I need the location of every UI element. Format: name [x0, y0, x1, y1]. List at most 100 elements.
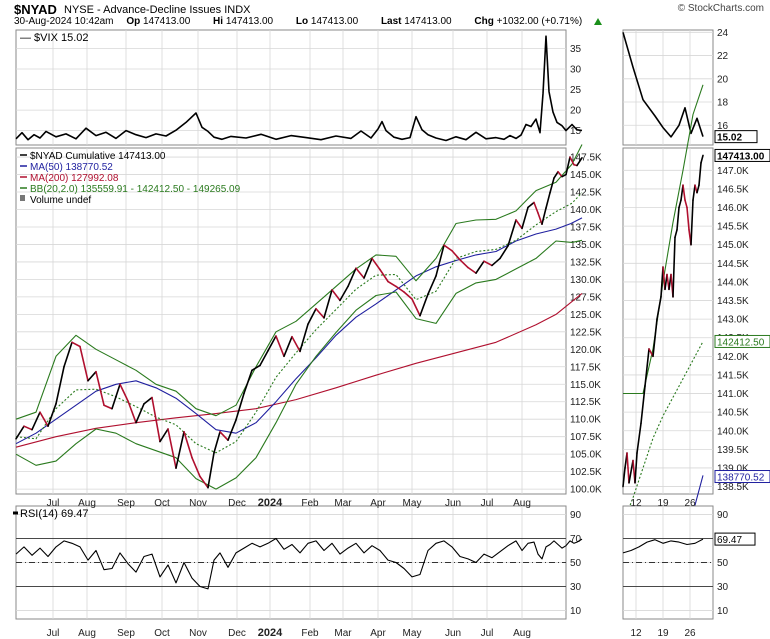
change-value: +1032.00 (+0.71%)	[496, 16, 583, 27]
price-segment	[159, 428, 169, 443]
high-label: Hi	[213, 16, 224, 27]
rsi-axis-month-label: Jul	[47, 628, 60, 639]
price-panel-tick-label: 145.0K	[570, 170, 602, 181]
price-last-label-box	[714, 148, 770, 162]
price-legend-item: BB(20,2.0) 135559.91 - 142412.50 - 14926…	[30, 184, 241, 195]
rsi-axis-month-label: Aug	[78, 628, 96, 639]
price-bb-lower-line	[15, 239, 583, 490]
rsi-axis-month-label: Apr	[370, 628, 386, 639]
vix-panel-tick-label: 15	[570, 126, 582, 137]
price-segment	[521, 206, 529, 230]
zoom-price-segment	[634, 452, 638, 484]
price-segment	[47, 403, 57, 427]
symbol-description: NYSE - Advance-Decline Issues INDX	[64, 4, 250, 16]
price-panel-zoom-tick-label: 141.5K	[717, 370, 749, 381]
price-panel-zoom-tick-label: 139.0K	[717, 463, 749, 474]
price-panel-tick-label: 137.5K	[570, 222, 602, 233]
price-segment	[299, 323, 309, 353]
rsi-zoom-line	[622, 538, 704, 554]
price-segment	[363, 257, 373, 279]
price-segment	[251, 364, 261, 372]
vix-last-box	[714, 130, 758, 144]
price-panel-frame	[15, 147, 567, 495]
rsi-axis-month-label: May	[403, 628, 422, 639]
price-segment	[71, 341, 81, 348]
price-segment	[207, 451, 215, 489]
quote-low: Lo 147413.00	[296, 16, 368, 27]
description-text: NYSE - Advance-Decline Issues	[64, 4, 222, 16]
price-last-label: 147413.00	[717, 151, 765, 162]
vix-panel-zoom-frame	[622, 29, 714, 146]
price-legend-item: MA(200) 127992.08	[30, 173, 119, 184]
price-panel-zoom-tick-label: 141.0K	[717, 389, 749, 400]
price-panel-tick-label: 127.5K	[570, 292, 602, 303]
price-segment	[291, 335, 301, 353]
low-value: 147413.00	[310, 16, 359, 27]
price-panel-zoom-tick-label: 144.5K	[717, 259, 749, 270]
price-segment	[103, 404, 113, 410]
price-panel-zoom-tick-label: 146.5K	[717, 184, 749, 195]
rsi-axis-month-label: Sep	[117, 628, 135, 639]
price-axis-month-label: Apr	[370, 498, 386, 509]
symbol-label: $NYAD	[14, 2, 57, 17]
rsi-axis-month-label: Nov	[189, 628, 207, 639]
price-panel-tick-label: 117.5K	[570, 362, 601, 373]
rsi-panel-zoom-tick-label: 10	[717, 606, 729, 617]
volume-legend-swatch	[20, 195, 25, 201]
rsi-legend: RSI(14) 69.47	[20, 508, 88, 520]
price-segment	[395, 285, 405, 293]
price-segment	[411, 298, 421, 317]
price-bb-middle-line	[15, 192, 583, 454]
rsi-panel-zoom-tick-label: 50	[717, 558, 729, 569]
price-segment	[339, 285, 349, 302]
price-segment	[443, 244, 453, 252]
price-panel-zoom-tick-label: 140.5K	[717, 408, 749, 419]
rsi-axis-month-label: Jun	[445, 628, 461, 639]
price-axis-month-label: Aug	[513, 498, 531, 509]
rsi-axis-month-label: Mar	[334, 628, 352, 639]
open-value: 147413.00	[142, 16, 191, 27]
zoom-price-segment	[622, 467, 626, 488]
zoom-price-segment	[636, 422, 642, 454]
price-axis-zoom-day-label: 12	[630, 498, 642, 509]
price-panel-zoom-tick-label: 143.5K	[717, 296, 749, 307]
price-segment	[213, 430, 221, 454]
price-legend-item: Volume undef	[30, 195, 91, 206]
price-panel-zoom-tick-label: 147.0K	[717, 166, 749, 177]
ma50-label: 138770.52	[717, 473, 765, 484]
vix-panel-zoom-tick-label: 22	[717, 51, 729, 62]
price-ma-200--line	[15, 292, 583, 448]
price-segment	[259, 349, 269, 367]
price-segment	[507, 219, 517, 247]
price-panel-zoom-frame	[622, 147, 714, 495]
price-legend-item: MA(50) 138770.52	[30, 162, 113, 173]
price-segment	[565, 156, 571, 176]
rsi-panel-tick-label: 10	[570, 606, 582, 617]
zoom-price-segment	[676, 206, 680, 231]
price-segment	[569, 156, 575, 166]
price-segment	[23, 425, 33, 431]
price-segment	[557, 170, 563, 178]
zoom-price-segment	[678, 199, 682, 209]
rsi-axis-month-label: Feb	[301, 628, 319, 639]
price-segment	[87, 370, 97, 382]
price-segment	[541, 207, 547, 225]
price-segment	[451, 249, 461, 261]
price-axis-month-label: 2024	[258, 497, 283, 509]
zoom-price-segment	[656, 296, 662, 320]
vix-panel-tick-label: 25	[570, 85, 582, 96]
price-segment	[435, 244, 445, 277]
chart-header: $NYAD NYSE - Advance-Decline Issues INDX…	[0, 0, 770, 30]
vix-legend: — $VIX 15.02	[20, 32, 89, 44]
price-segment	[227, 419, 237, 441]
price-segment	[275, 335, 285, 358]
price-panel-tick-label: 125.0K	[570, 310, 602, 321]
brand-link[interactable]: © StockCharts.com	[677, 3, 764, 14]
zoom-price-segment	[696, 184, 700, 194]
price-panel-tick-label: 105.0K	[570, 450, 602, 461]
high-value: 147413.00	[225, 16, 274, 27]
quote-last: Last 147413.00	[381, 16, 462, 27]
price-axis-month-label: Jul	[481, 498, 494, 509]
price-axis-month-label: May	[403, 498, 422, 509]
